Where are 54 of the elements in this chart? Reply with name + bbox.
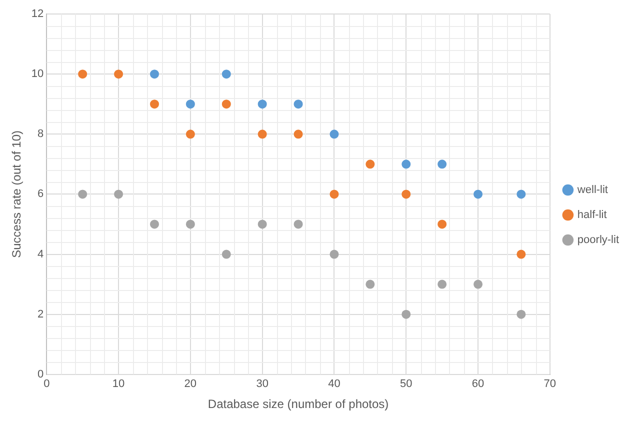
point — [474, 280, 483, 289]
y-tick-label: 10 — [31, 68, 44, 80]
point — [114, 190, 124, 199]
y-tick-label: 4 — [38, 248, 44, 260]
y-tick-label: 12 — [31, 8, 44, 20]
point — [150, 70, 159, 79]
legend-label: half-lit — [577, 209, 607, 222]
point — [438, 280, 447, 289]
y-tick-label: 0 — [38, 368, 44, 380]
point — [516, 190, 526, 199]
x-tick-label: 30 — [256, 378, 268, 390]
x-tick-label: 70 — [544, 378, 556, 390]
point — [438, 160, 447, 169]
point — [222, 70, 231, 79]
point — [114, 70, 124, 79]
point — [222, 250, 231, 259]
point — [258, 100, 267, 109]
point — [258, 220, 267, 229]
point — [366, 280, 375, 289]
point — [258, 130, 267, 139]
point — [402, 190, 411, 199]
x-axis-title: Database size (number of photos) — [208, 397, 389, 412]
legend-label: well-lit — [576, 184, 608, 196]
point — [186, 130, 195, 139]
point — [402, 310, 411, 319]
point — [150, 220, 159, 229]
y-tick-label: 8 — [38, 128, 44, 140]
y-tick-label: 6 — [38, 188, 44, 200]
point — [222, 100, 231, 109]
x-tick-label: 10 — [112, 378, 125, 390]
point — [366, 160, 375, 169]
point — [294, 100, 303, 109]
point — [438, 220, 447, 229]
point — [186, 220, 195, 229]
point — [150, 100, 159, 109]
point — [294, 130, 303, 139]
point — [330, 130, 339, 139]
x-tick-label: 40 — [328, 378, 340, 390]
x-tick-label: 20 — [184, 378, 197, 390]
point — [78, 190, 88, 199]
point — [330, 250, 339, 259]
point — [402, 160, 411, 169]
point — [186, 100, 195, 109]
y-tick-label: 2 — [38, 308, 44, 320]
point — [474, 190, 483, 199]
point — [330, 190, 339, 199]
point — [516, 310, 526, 319]
legend-label: poorly-lit — [577, 234, 620, 246]
y-axis-title: Success rate (out of 10) — [10, 130, 24, 258]
point — [516, 250, 526, 259]
point — [294, 220, 303, 229]
point — [78, 70, 88, 79]
x-tick-label: 50 — [400, 378, 412, 390]
x-tick-label: 60 — [472, 378, 484, 390]
